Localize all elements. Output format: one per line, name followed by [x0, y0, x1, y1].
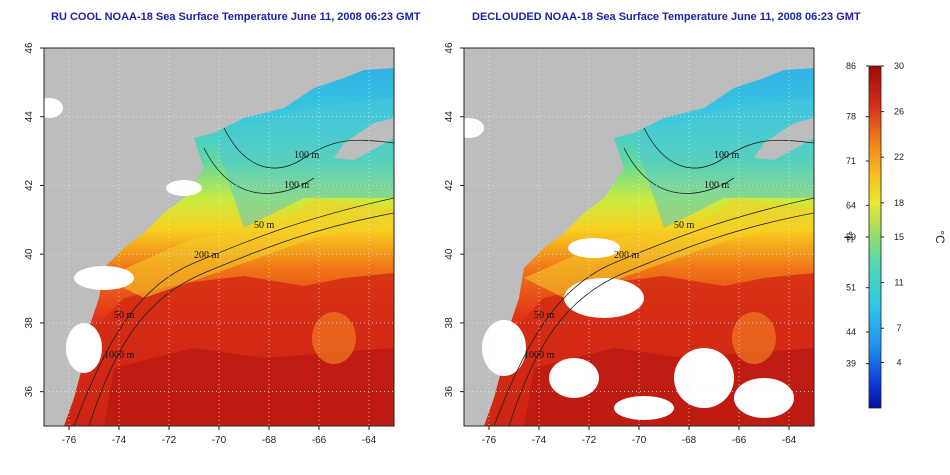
celsius-tick-label: 7 [896, 323, 901, 333]
latitude-tick-label: 36 [24, 386, 35, 398]
bathymetry-contour [73, 197, 394, 426]
fahrenheit-unit-label: °F [841, 231, 855, 243]
fahrenheit-tick-label: 78 [846, 112, 856, 122]
longitude-tick-label: -76 [482, 435, 497, 446]
longitude-tick-label: -64 [782, 435, 797, 446]
bathymetry-contour [88, 212, 394, 426]
contour-label: 50 m [534, 310, 555, 321]
land-mass [44, 48, 394, 426]
fahrenheit-tick-label: 59 [846, 232, 856, 242]
latitude-tick-label: 38 [444, 317, 455, 329]
latitude-tick-label: 42 [444, 179, 455, 191]
celsius-tick-label: 22 [894, 152, 904, 162]
cloud-mask [74, 266, 134, 290]
fahrenheit-tick-label: 64 [846, 200, 856, 210]
cloud-mask [614, 396, 674, 420]
cloud-mask [166, 180, 202, 196]
cloud-mask [44, 98, 63, 118]
longitude-tick-label: -68 [682, 435, 697, 446]
warm-core-eddy [312, 312, 356, 364]
bathymetry-contour [493, 197, 814, 426]
warm-core-eddy [732, 312, 776, 364]
celsius-tick-label: 15 [894, 232, 904, 242]
latitude-tick-label: 44 [24, 111, 35, 123]
contour-label: 100 m [714, 150, 740, 161]
contour-label: 1000 m [104, 350, 135, 361]
gulf-of-maine-cool-water [634, 98, 814, 228]
cloud-mask [549, 358, 599, 398]
bathymetry-contour [203, 147, 315, 194]
longitude-tick-label: -64 [362, 435, 377, 446]
contour-label: 50 m [114, 310, 135, 321]
cloud-mask [482, 320, 526, 376]
latitude-tick-label: 42 [24, 179, 35, 191]
longitude-tick-label: -68 [262, 435, 277, 446]
longitude-tick-label: -74 [532, 435, 547, 446]
contour-label: 200 m [194, 250, 220, 261]
longitude-tick-label: -72 [582, 435, 597, 446]
bathymetry-contour [643, 127, 814, 169]
celsius-tick-label: 30 [894, 61, 904, 71]
latitude-tick-label: 38 [24, 317, 35, 329]
cloud-mask [568, 238, 620, 258]
celsius-tick-label: 11 [894, 278, 903, 288]
longitude-tick-label: -72 [162, 435, 177, 446]
slope-water-band [524, 198, 814, 298]
latitude-tick-label: 40 [444, 248, 455, 260]
temperature-colorbar: 30 26 22 18 15 11 7 4 86 78 71 64 59 51 44 39 °F °C [841, 61, 947, 409]
longitude-tick-label: -66 [312, 435, 327, 446]
latitude-tick-label: 44 [444, 111, 455, 123]
latitude-tick-label: 36 [444, 386, 455, 398]
fahrenheit-tick-label: 71 [846, 156, 856, 166]
longitude-tick-label: -76 [62, 435, 77, 446]
right-panel-title: DECLOUDED NOAA-18 Sea Surface Temperatur… [472, 11, 861, 23]
latitude-tick-label: 46 [444, 42, 455, 54]
colorbar-gradient [868, 65, 882, 409]
contour-label: 200 m [614, 250, 640, 261]
cloud-mask [674, 348, 734, 408]
cloud-mask [734, 378, 794, 418]
latitude-tick-label: 46 [24, 42, 35, 54]
slope-water-band [104, 198, 394, 298]
fahrenheit-tick-label: 39 [846, 359, 856, 369]
fahrenheit-tick-label: 86 [846, 61, 856, 71]
celsius-tick-label: 4 [896, 357, 901, 367]
cloud-mask [564, 278, 644, 318]
longitude-tick-label: -70 [632, 435, 647, 446]
land-mass [464, 48, 814, 426]
cloud-mask [464, 118, 484, 138]
nova-scotia-land [334, 118, 394, 160]
fahrenheit-tick-label: 44 [846, 327, 856, 337]
contour-label: 50 m [254, 220, 275, 231]
gulf-of-maine-cool-water [214, 98, 394, 228]
contour-label: 50 m [674, 220, 695, 231]
nova-scotia-land [754, 118, 814, 160]
bathymetry-contour [223, 127, 394, 169]
longitude-tick-label: -70 [212, 435, 227, 446]
celsius-tick-label: 26 [894, 107, 904, 117]
contour-label: 1000 m [524, 350, 555, 361]
gulf-stream-core [104, 348, 394, 426]
bathymetry-contour [508, 212, 814, 426]
celsius-tick-label: 18 [894, 198, 904, 208]
cloud-mask [66, 323, 102, 373]
celsius-unit-label: °C [933, 230, 947, 244]
fahrenheit-tick-label: 51 [846, 283, 856, 293]
longitude-tick-label: -74 [112, 435, 127, 446]
latitude-tick-label: 40 [24, 248, 35, 260]
bathymetry-contour [623, 147, 735, 194]
contour-label: 100 m [294, 150, 320, 161]
left-panel-title: RU COOL NOAA-18 Sea Surface Temperature … [51, 11, 421, 23]
longitude-tick-label: -66 [732, 435, 747, 446]
